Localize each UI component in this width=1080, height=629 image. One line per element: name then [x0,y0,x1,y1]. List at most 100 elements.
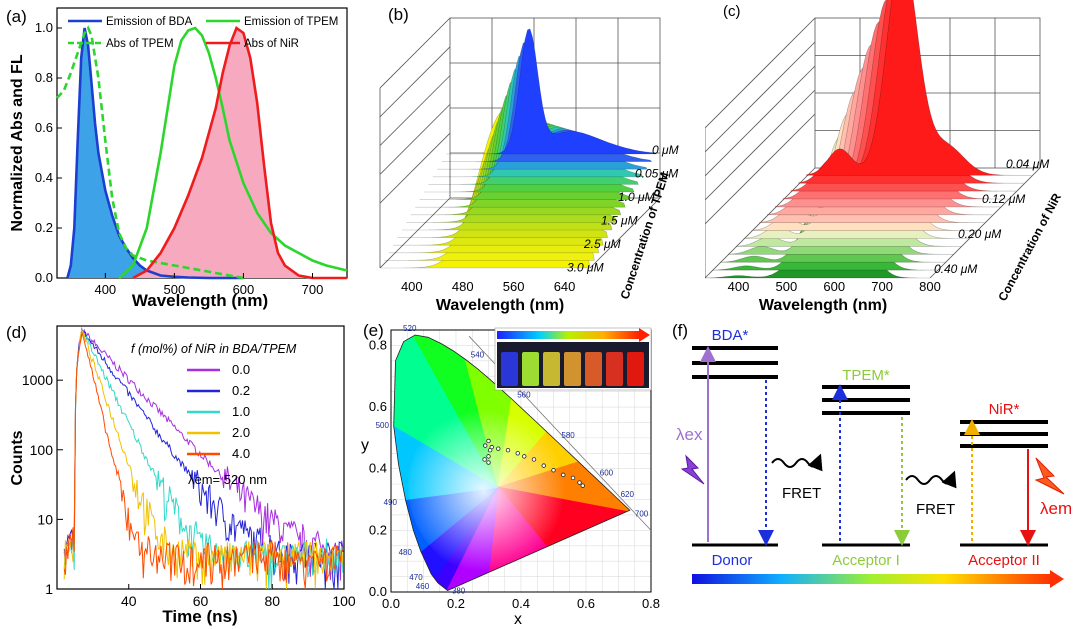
cie-point [483,443,488,448]
chart-d: (d) 40 60 80 100 1 10 100 1000 f (mol%) of NiR … [6,323,355,626]
cie-point [561,472,566,478]
color-gradient-bar [497,331,639,339]
spectrum-layer [446,28,657,155]
x-tick-label: 560 [503,279,525,294]
y-tick-label: 0.6 [369,399,387,414]
wavelength-label: 540 [471,351,485,360]
x-tick-label: 0.4 [512,596,530,611]
series-line-1 [118,26,348,279]
y-tick-label: 0.0 [369,584,387,599]
legend-label: 1.0 [232,404,250,419]
cie-point [486,438,491,444]
x-tick-label: 700 [871,279,893,294]
grid-edge [705,17,1041,279]
spectral-locus [393,334,631,591]
depth-label: 3.0 μM [567,261,604,275]
legend-label: 0.2 [232,383,250,398]
y-axis-label-d: Counts [9,430,26,485]
lightning-icon [1034,457,1065,495]
series-layers-c [705,0,1032,279]
vial [501,352,518,386]
chart-a: (a) 400 500 600 700 0.0 0.2 0.4 0.6 0.8 1.0 Emiss… [6,7,348,310]
annotation: λem= 520 nm [188,472,267,487]
acceptor1-state-label: TPEM* [842,367,890,384]
y-tick-label: 10 [37,511,53,527]
arrow-right-icon [1050,570,1064,588]
depth-label: 0.12 μM [982,192,1025,206]
x-tick-label: 700 [302,282,324,297]
vial [606,352,623,386]
series-line-3 [132,25,347,280]
legend-label: 0.0 [232,362,250,377]
grid-line [379,46,451,118]
depth-labels-c: 0.04 μM 0.12 μM 0.20 μM 0.40 μM [934,157,1049,276]
cie-point [487,448,493,453]
donor-label: Donor [712,552,753,569]
series-group-d [63,326,344,590]
y-tick-label: 0.6 [35,120,53,135]
acceptor2-levels [960,420,1048,547]
axes-e: 0.0 0.2 0.4 0.6 0.8 0.0 0.2 0.4 0.6 0.8 [369,337,660,611]
vial [627,352,644,386]
panel-label-e: (e) [363,321,384,340]
acceptor2-label: Acceptor II [968,552,1040,569]
x-tick-label: 0.8 [642,596,660,611]
donor-state-label: BDA* [712,327,749,344]
legend-label: Emission of BDA [106,16,193,28]
x-tick-label: 80 [264,593,280,609]
legend-title: f (mol%) of NiR in BDA/TPEM [131,342,297,356]
grid-line [379,104,451,175]
x-axis-label-a: Wavelength (nm) [132,291,268,310]
cie-point [551,468,556,473]
y-tick-label: 0.4 [35,170,53,185]
panel-label-d: (d) [6,323,27,342]
wavelength-label: 470 [409,573,423,582]
y-tick-label: 1.0 [35,20,53,35]
depth-label: 0.20 μM [958,227,1001,241]
x-tick-label: 400 [94,282,116,297]
x-tick-label: 0.2 [447,596,465,611]
lambda-em-label: λem [1040,499,1072,518]
vial [522,352,539,386]
axes-d: 40 60 80 100 1 10 100 1000 [22,372,355,609]
series-line-0 [66,27,244,280]
x-axis-label-c: Wavelength (nm) [759,297,887,314]
x-tick-label: 100 [332,593,355,609]
decay-series-0 [63,326,344,582]
x-tick-label: 640 [554,279,576,294]
y-tick-label: 0.8 [35,70,53,85]
depth-labels-b: 0 μM 0.05 μM 1.0 μM 1.5 μM 2.5 μM 3.0 μM [567,143,679,275]
acceptor1-levels [822,385,910,547]
series-line-2 [56,25,244,280]
wavelength-label: 480 [399,548,413,557]
y-tick-label: 1000 [22,372,53,388]
vial [543,352,560,386]
series-fill-3 [132,28,347,278]
y-tick-label: 0.2 [369,522,387,537]
lambda-ex-label: λex [676,425,703,444]
wavelength-label: 620 [621,490,635,499]
wavelength-label: 460 [416,582,430,591]
wavelength-label: 380 [452,586,466,595]
legend-label: Abs of NiR [244,38,299,50]
legend-d: f (mol%) of NiR in BDA/TPEM 0.0 0.2 1.0 2.0 4… [131,342,297,487]
legend-label: 2.0 [232,425,250,440]
sample-photo-inset [494,327,652,391]
y-axis-label-e: y [361,437,369,454]
y-tick-label: 1 [45,581,53,597]
cie-point [522,454,527,459]
z-axis-label-c: Concentration of NiR [995,191,1064,304]
x-tick-label: 60 [193,593,209,609]
cie-point [541,463,546,468]
cie-points [482,438,585,488]
x-tick-label: 480 [452,279,474,294]
cie-point [496,446,501,451]
grid-line [705,89,816,201]
acceptor2-state-label: NiR* [989,401,1020,418]
x-tick-label: 0.6 [577,596,595,611]
panel-label-b: (b) [388,5,409,24]
decay-series-1 [63,329,344,590]
grid-line [379,132,451,204]
fret-wave-arrow [771,453,823,472]
y-tick-label: 100 [30,442,54,458]
